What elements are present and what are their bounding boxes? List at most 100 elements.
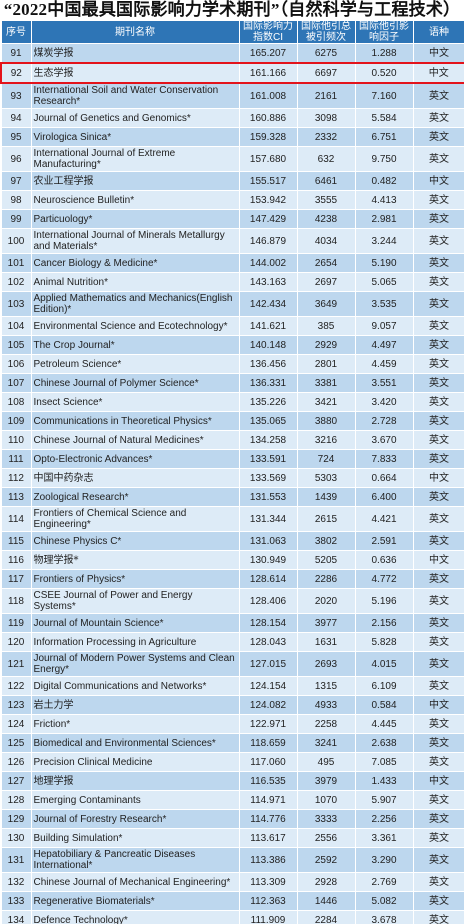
table-cell: 4238 xyxy=(296,209,356,229)
table-cell: Virologica Sinica* xyxy=(30,127,240,147)
table-cell: 1.433 xyxy=(354,771,414,791)
table-cell: Applied Mathematics and Mechanics(Englis… xyxy=(30,291,240,317)
table-cell: 3098 xyxy=(296,108,356,128)
table-cell: 0.664 xyxy=(354,468,414,488)
table-cell: 128.154 xyxy=(238,613,298,633)
table-cell: 117 xyxy=(0,569,32,589)
table-cell: 114.971 xyxy=(238,790,298,810)
table-cell: 中文 xyxy=(412,771,464,791)
table-cell: 英文 xyxy=(412,392,464,412)
table-cell: 英文 xyxy=(412,910,464,924)
table-row: 114 Frontiers of Chemical Science and Eng… xyxy=(0,506,464,532)
table-row: 130 Building Simulation* 113.617 2556 3.361 英… xyxy=(0,828,464,848)
table-body: 91 煤炭学报 165.207 6275 1.288 中文 92 生态学报 161.166 669… xyxy=(0,43,464,924)
table-row: 125 Biomedical and Environmental Sciences… xyxy=(0,733,464,753)
table-cell: 132 xyxy=(0,872,32,892)
table-cell: 1446 xyxy=(296,891,356,911)
table-cell: 127.015 xyxy=(238,651,298,677)
table-row: 107 Chinese Journal of Polymer Science* 13… xyxy=(0,373,464,393)
table-cell: 136.456 xyxy=(238,354,298,374)
table-cell: Zoological Research* xyxy=(30,487,240,507)
table-row: 120 Information Processing in Agriculture… xyxy=(0,632,464,652)
table-cell: 133.591 xyxy=(238,449,298,469)
table-header: 序号 期刊名称 国际影响力指数CI 国际他引总被引频次 国际他引影响因子 语种 xyxy=(0,20,464,44)
table-row: 129 Journal of Forestry Research* 114.776 3… xyxy=(0,809,464,829)
table-cell: 英文 xyxy=(412,209,464,229)
table-row: 132 Chinese Journal of Mechanical Enginee… xyxy=(0,872,464,892)
table-cell: 107 xyxy=(0,373,32,393)
table-cell: 5.584 xyxy=(354,108,414,128)
table-cell: 1315 xyxy=(296,676,356,696)
table-cell: 英文 xyxy=(412,228,464,254)
table-row: 126 Precision Clinical Medicine 117.060 495… xyxy=(0,752,464,772)
table-cell: 153.942 xyxy=(238,190,298,210)
column-header: 语种 xyxy=(412,20,464,44)
table-cell: 6.109 xyxy=(354,676,414,696)
table-cell: 113.617 xyxy=(238,828,298,848)
table-cell: 2.156 xyxy=(354,613,414,633)
table-cell: Frontiers of Physics* xyxy=(30,569,240,589)
table-cell: 4.421 xyxy=(354,506,414,532)
table-cell: 3216 xyxy=(296,430,356,450)
table-cell: 124.082 xyxy=(238,695,298,715)
table-row: 113 Zoological Research* 131.553 1439 6.400 英… xyxy=(0,487,464,507)
table-cell: 2258 xyxy=(296,714,356,734)
table-cell: 英文 xyxy=(412,354,464,374)
table-cell: Chinese Journal of Natural Medicines* xyxy=(30,430,240,450)
table-cell: 385 xyxy=(296,316,356,336)
table-cell: 124.154 xyxy=(238,676,298,696)
table-cell: 117.060 xyxy=(238,752,298,772)
table-cell: 英文 xyxy=(412,190,464,210)
table-cell: 3381 xyxy=(296,373,356,393)
table-cell: 2.591 xyxy=(354,531,414,551)
table-cell: 4.497 xyxy=(354,335,414,355)
table-cell: 113.386 xyxy=(238,847,298,873)
table-cell: 160.886 xyxy=(238,108,298,128)
table-cell: 127 xyxy=(0,771,32,791)
table-cell: 7.160 xyxy=(354,82,414,109)
table-cell: 2020 xyxy=(296,588,356,614)
table-cell: 99 xyxy=(0,209,32,229)
table-cell: 143.163 xyxy=(238,272,298,292)
table-cell: 3.551 xyxy=(354,373,414,393)
table-cell: 103 xyxy=(0,291,32,317)
table-cell: 英文 xyxy=(412,531,464,551)
table-cell: 122.971 xyxy=(238,714,298,734)
table-cell: International Journal of Minerals Metall… xyxy=(30,228,240,254)
table-row: 101 Cancer Biology & Medicine* 144.002 2654… xyxy=(0,253,464,273)
header-row: 序号 期刊名称 国际影响力指数CI 国际他引总被引频次 国际他引影响因子 语种 xyxy=(0,20,464,44)
table-cell: 159.328 xyxy=(238,127,298,147)
table-row: 91 煤炭学报 165.207 6275 1.288 中文 xyxy=(0,43,464,64)
table-cell: Particuology* xyxy=(30,209,240,229)
table-cell: 100 xyxy=(0,228,32,254)
table-cell: 英文 xyxy=(412,752,464,772)
table-cell: 131.553 xyxy=(238,487,298,507)
table-cell: 140.148 xyxy=(238,335,298,355)
table-cell: 133.569 xyxy=(238,468,298,488)
table-row: 110 Chinese Journal of Natural Medicines*… xyxy=(0,430,464,450)
table-cell: 3.361 xyxy=(354,828,414,848)
table-cell: 4.413 xyxy=(354,190,414,210)
table-cell: CSEE Journal of Power and Energy Systems… xyxy=(30,588,240,614)
journal-table: 序号 期刊名称 国际影响力指数CI 国际他引总被引频次 国际他引影响因子 语种 91 煤炭学… xyxy=(0,20,464,924)
table-cell: 中文 xyxy=(412,695,464,715)
table-cell: 122 xyxy=(0,676,32,696)
table-cell: 3241 xyxy=(296,733,356,753)
table-cell: 英文 xyxy=(412,272,464,292)
table-cell: 6.751 xyxy=(354,127,414,147)
table-cell: 岩土力学 xyxy=(30,695,240,715)
table-cell: 136.331 xyxy=(238,373,298,393)
table-cell: 113.309 xyxy=(238,872,298,892)
table-cell: Journal of Modern Power Systems and Clea… xyxy=(30,651,240,677)
table-cell: 106 xyxy=(0,354,32,374)
table-cell: Precision Clinical Medicine xyxy=(30,752,240,772)
table-cell: 4.445 xyxy=(354,714,414,734)
table-cell: 134 xyxy=(0,910,32,924)
table-cell: 2615 xyxy=(296,506,356,532)
table-cell: 5.065 xyxy=(354,272,414,292)
table-cell: 英文 xyxy=(412,790,464,810)
table-cell: 英文 xyxy=(412,632,464,652)
table-cell: 4034 xyxy=(296,228,356,254)
table-cell: 165.207 xyxy=(238,43,298,64)
table-cell: 英文 xyxy=(412,430,464,450)
